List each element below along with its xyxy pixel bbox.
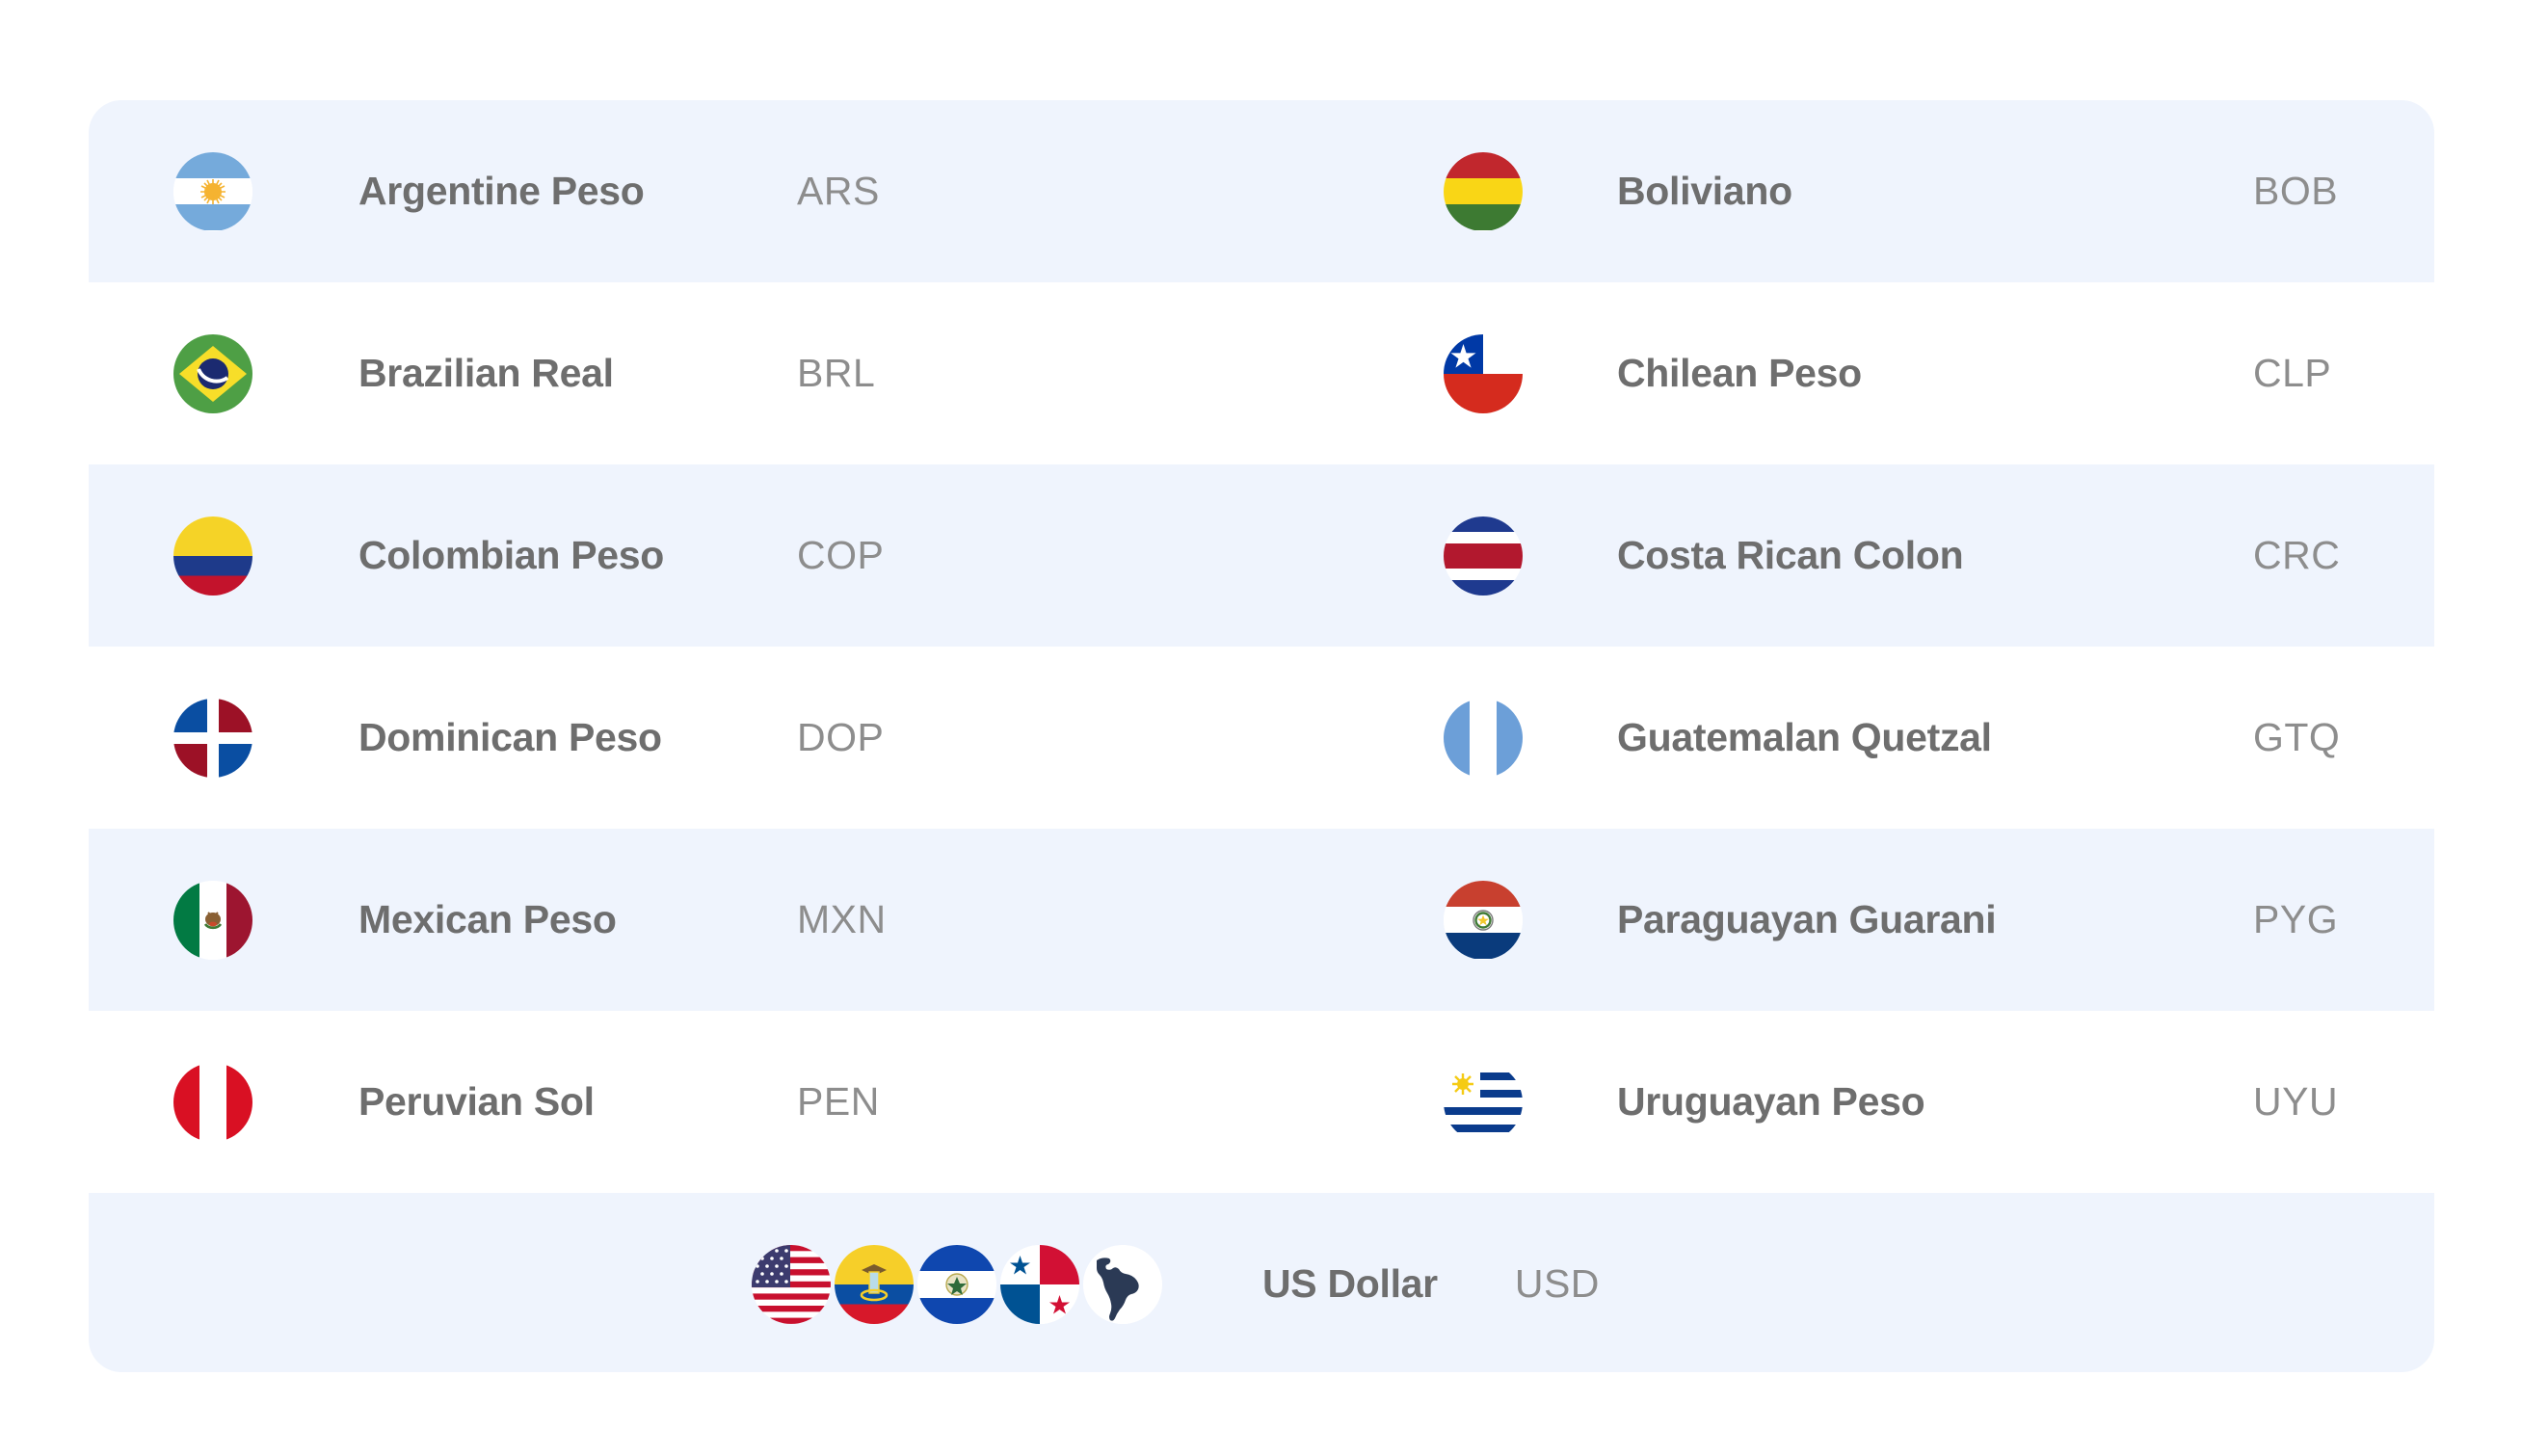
- chile-flag-icon: [1444, 333, 1523, 413]
- currency-code: PYG: [2253, 897, 2339, 941]
- united-states-flag-icon: [752, 1244, 831, 1324]
- currency-name: Costa Rican Colon: [1617, 533, 1964, 577]
- currency-code: ARS: [797, 169, 880, 213]
- currency-code: COP: [797, 533, 885, 577]
- currency-entry-gtq[interactable]: Guatemalan Quetzal GTQ: [1444, 647, 2434, 829]
- currency-code: BRL: [797, 351, 876, 395]
- currency-row-usd[interactable]: US Dollar USD: [89, 1193, 2434, 1372]
- currency-row[interactable]: Argentine Peso ARS Boliviano BOB: [89, 100, 2434, 282]
- currency-entry-ars[interactable]: Argentine Peso ARS: [89, 100, 1444, 282]
- currency-entry-mxn[interactable]: Mexican Peso MXN: [89, 829, 1444, 1011]
- brazil-flag-icon: [173, 333, 252, 413]
- currency-name: Guatemalan Quetzal: [1617, 715, 1992, 759]
- currency-code: GTQ: [2253, 715, 2341, 759]
- paraguay-flag-icon: [1444, 880, 1523, 960]
- dominican-republic-flag-icon: [173, 698, 252, 778]
- peru-flag-icon: [173, 1062, 252, 1142]
- currency-code: USD: [1514, 1261, 1600, 1306]
- ecuador-flag-icon: [835, 1244, 914, 1324]
- panama-flag-icon: [1000, 1244, 1079, 1324]
- colombia-flag-icon: [173, 516, 252, 596]
- currency-card: Argentine Peso ARS Boliviano BOB: [89, 100, 2434, 1372]
- bolivia-flag-icon: [1444, 151, 1523, 231]
- currency-name: Paraguayan Guarani: [1617, 897, 1997, 941]
- currency-name: Boliviano: [1617, 169, 1792, 213]
- currency-code: MXN: [797, 897, 887, 941]
- currency-name: Chilean Peso: [1617, 351, 1862, 395]
- currency-code: CLP: [2253, 351, 2332, 395]
- currency-name: Uruguayan Peso: [1617, 1079, 1925, 1124]
- currency-entry-bob[interactable]: Boliviano BOB: [1444, 100, 2434, 282]
- argentina-flag-icon: [173, 151, 252, 231]
- usd-flag-stack: [752, 1244, 1166, 1324]
- currency-name: Peruvian Sol: [358, 1079, 595, 1124]
- currency-row[interactable]: Colombian Peso COP Costa Rican Colon CRC: [89, 464, 2434, 647]
- el-salvador-flag-icon: [917, 1244, 996, 1324]
- currency-entry-brl[interactable]: Brazilian Real BRL: [89, 282, 1444, 464]
- currency-entry-clp[interactable]: Chilean Peso CLP: [1444, 282, 2434, 464]
- currency-entry-pyg[interactable]: Paraguayan Guarani PYG: [1444, 829, 2434, 1011]
- currency-row[interactable]: Mexican Peso MXN Paraguayan Guarani PYG: [89, 829, 2434, 1011]
- currency-entry-cop[interactable]: Colombian Peso COP: [89, 464, 1444, 647]
- currency-name: Mexican Peso: [358, 897, 617, 941]
- currency-row[interactable]: Dominican Peso DOP Guatemalan Quetzal GT…: [89, 647, 2434, 829]
- currency-name: Brazilian Real: [358, 351, 614, 395]
- currency-name: US Dollar: [1262, 1261, 1438, 1306]
- currency-entry-uyu[interactable]: Uruguayan Peso UYU: [1444, 1011, 2434, 1193]
- currency-name: Argentine Peso: [358, 169, 645, 213]
- currency-code: CRC: [2253, 533, 2341, 577]
- currency-code: DOP: [797, 715, 885, 759]
- currency-code: BOB: [2253, 169, 2339, 213]
- latin-america-map-icon: [1083, 1244, 1162, 1324]
- uruguay-flag-icon: [1444, 1062, 1523, 1142]
- currency-entry-pen[interactable]: Peruvian Sol PEN: [89, 1011, 1444, 1193]
- costa-rica-flag-icon: [1444, 516, 1523, 596]
- currency-name: Dominican Peso: [358, 715, 662, 759]
- guatemala-flag-icon: [1444, 698, 1523, 778]
- mexico-flag-icon: [173, 880, 252, 960]
- currency-name: Colombian Peso: [358, 533, 665, 577]
- currency-row[interactable]: Peruvian Sol PEN: [89, 1011, 2434, 1193]
- currency-entry-dop[interactable]: Dominican Peso DOP: [89, 647, 1444, 829]
- currency-row[interactable]: Brazilian Real BRL Chilean Peso CLP: [89, 282, 2434, 464]
- currency-code: PEN: [797, 1079, 880, 1124]
- currency-code: UYU: [2253, 1079, 2339, 1124]
- currency-entry-crc[interactable]: Costa Rican Colon CRC: [1444, 464, 2434, 647]
